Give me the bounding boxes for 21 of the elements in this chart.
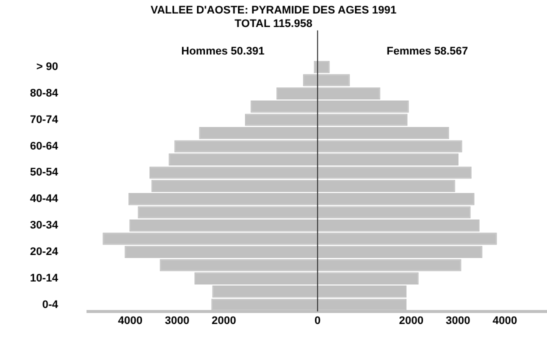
y-tick-label: 60-64 bbox=[30, 140, 60, 152]
x-tick-label: 2000 bbox=[212, 315, 236, 328]
y-tick-label: 70-74 bbox=[30, 114, 60, 126]
text: Hommes 50.391 bbox=[181, 45, 264, 58]
x-tick-label: 4000 bbox=[492, 315, 518, 328]
text: Femmes 58.567 bbox=[386, 45, 468, 58]
x-tick-label: 4000 bbox=[118, 315, 143, 328]
y-tick-label: 40-44 bbox=[30, 193, 60, 206]
y-tick-label: 0-4 bbox=[42, 298, 60, 311]
y-tick-label: 30-34 bbox=[30, 220, 60, 232]
chart-subtitle: TOTAL 115.958 bbox=[234, 18, 312, 30]
y-tick-label: 50-54 bbox=[30, 166, 60, 179]
y-tick-label: > 90 bbox=[36, 61, 58, 74]
x-tick-label: 2000 bbox=[398, 315, 424, 328]
y-tick-label: 10-14 bbox=[30, 272, 60, 284]
x-tick-label: 3000 bbox=[446, 315, 470, 328]
y-tick-label: 20-24 bbox=[30, 246, 60, 258]
y-tick-label: 80-84 bbox=[30, 87, 60, 100]
x-tick-label: 3000 bbox=[164, 315, 190, 328]
x-tick-label: 0 bbox=[314, 315, 321, 328]
chart-title: VALLEE D'AOSTE: PYRAMIDE DES AGES 1991 bbox=[150, 4, 396, 17]
